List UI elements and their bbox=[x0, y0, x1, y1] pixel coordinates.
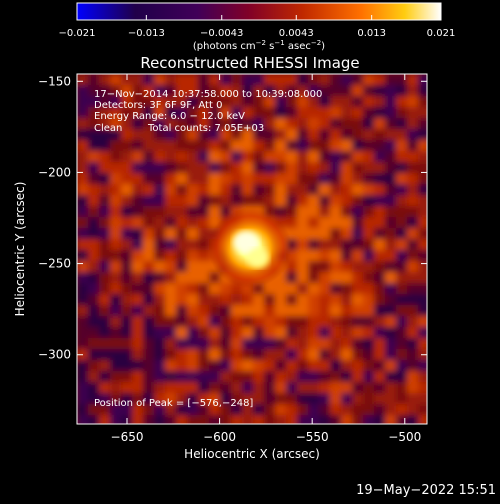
annotation-method: Clean bbox=[94, 123, 122, 134]
colorbar-tick-label: 0.013 bbox=[357, 28, 386, 39]
x-tick-label: −550 bbox=[296, 430, 329, 444]
y-tick-label: −200 bbox=[38, 165, 71, 179]
colorbar-tick-label: 0.021 bbox=[427, 28, 456, 39]
y-axis: −150 −200 −250 −300 bbox=[38, 74, 427, 362]
footer-date: 19−May−2022 15:51 bbox=[356, 483, 496, 498]
colorbar-tick-label: −0.021 bbox=[58, 28, 95, 39]
y-tick-label: −300 bbox=[38, 348, 71, 362]
plot-frame bbox=[76, 73, 428, 425]
colorbar-tick-label: −0.013 bbox=[128, 28, 165, 39]
annotation-time-range: 17−Nov−2014 10:37:58.000 to 10:39:08.000 bbox=[94, 89, 322, 100]
colorbar-tick-label: −0.0043 bbox=[200, 28, 243, 39]
annotations: 17−Nov−2014 10:37:58.000 to 10:39:08.000… bbox=[94, 89, 322, 409]
annotation-energy: Energy Range: 6.0 − 12.0 keV bbox=[94, 111, 245, 122]
colorbar-units: (photons cm−2 s−1 asec−2) bbox=[193, 39, 325, 52]
y-tick-label: −250 bbox=[38, 257, 71, 271]
annotation-peak-position: Position of Peak = [−576,−248] bbox=[94, 398, 253, 409]
annotation-counts: Total counts: 7.05E+03 bbox=[147, 123, 264, 134]
colorbar-tick-label: 0.0043 bbox=[279, 28, 314, 39]
x-axis: −650 −600 −550 −500 bbox=[111, 74, 421, 444]
x-tick-label: −650 bbox=[111, 430, 144, 444]
x-tick-label: −600 bbox=[203, 430, 236, 444]
y-axis-label: Heliocentric Y (arcsec) bbox=[13, 182, 27, 317]
annotation-detectors: Detectors: 3F 6F 9F, Att 0 bbox=[94, 100, 222, 111]
chart-title: Reconstructed RHESSI Image bbox=[140, 54, 359, 72]
colorbar: −0.021 −0.013 −0.0043 0.0043 0.013 0.021 (pho… bbox=[58, 2, 455, 52]
heatmap-image bbox=[77, 74, 427, 424]
y-tick-label: −150 bbox=[38, 74, 71, 88]
x-tick-label: −500 bbox=[388, 430, 421, 444]
x-axis-label: Heliocentric X (arcsec) bbox=[184, 447, 320, 461]
colorbar-ticks: −0.021 −0.013 −0.0043 0.0043 0.013 0.021 bbox=[58, 15, 455, 39]
colorbar-gradient bbox=[76, 2, 442, 21]
